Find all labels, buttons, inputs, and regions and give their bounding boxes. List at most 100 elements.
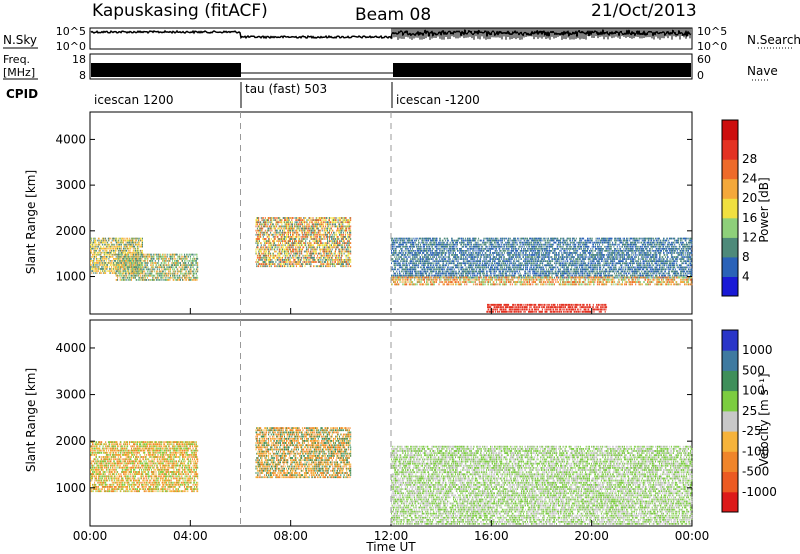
data-cell xyxy=(105,258,106,260)
data-cell xyxy=(142,246,143,248)
data-cell xyxy=(160,264,161,266)
data-cell xyxy=(122,268,123,270)
data-cell xyxy=(125,266,126,268)
data-cell xyxy=(97,240,98,242)
data-cell xyxy=(99,242,100,244)
data-cell xyxy=(152,264,153,266)
data-cell xyxy=(156,266,157,268)
data-cell xyxy=(145,277,146,279)
data-cell xyxy=(125,244,126,246)
data-cell xyxy=(139,242,140,244)
data-cell xyxy=(140,262,141,264)
data-cell xyxy=(154,268,155,270)
data-cell xyxy=(106,242,107,244)
data-cell xyxy=(116,271,117,273)
data-cell xyxy=(135,248,136,250)
data-cell xyxy=(124,277,125,279)
data-cell xyxy=(104,268,105,270)
data-cell xyxy=(158,264,159,266)
data-cell xyxy=(128,254,129,256)
data-cell xyxy=(100,272,101,274)
data-cell xyxy=(118,262,119,264)
data-cell xyxy=(128,256,129,258)
data-cell xyxy=(106,248,107,250)
data-cell xyxy=(97,258,98,260)
data-cell xyxy=(136,271,137,273)
data-cell xyxy=(137,250,138,252)
data-cell xyxy=(116,244,117,246)
data-cell xyxy=(107,246,108,248)
data-cell xyxy=(141,240,142,242)
data-cell xyxy=(134,266,135,268)
data-cell xyxy=(107,256,108,258)
data-cell xyxy=(126,275,127,277)
data-cell xyxy=(97,272,98,274)
data-cell xyxy=(116,273,117,275)
data-cell xyxy=(131,275,132,277)
data-cell xyxy=(120,244,121,246)
data-cell xyxy=(92,256,93,258)
data-cell xyxy=(136,256,137,258)
data-cell xyxy=(107,254,108,256)
data-cell xyxy=(122,266,123,268)
data-cell xyxy=(95,240,96,242)
data-cell xyxy=(133,258,134,260)
data-cell xyxy=(93,246,94,248)
data-cell xyxy=(137,238,138,240)
data-cell xyxy=(120,246,121,248)
data-cell xyxy=(107,266,108,268)
data-cell xyxy=(138,252,139,254)
data-cell xyxy=(144,273,145,275)
data-cell xyxy=(133,244,134,246)
data-cell xyxy=(113,250,114,252)
data-cell xyxy=(132,244,133,246)
data-cell xyxy=(146,279,147,281)
data-cell xyxy=(159,273,160,275)
nsky-tick-top: 10^5 xyxy=(56,25,86,38)
data-cell xyxy=(126,250,127,252)
data-cell xyxy=(101,252,102,254)
data-cell xyxy=(105,262,106,264)
data-cell xyxy=(105,250,106,252)
data-cell xyxy=(147,256,148,258)
data-cell xyxy=(108,248,109,250)
data-cell xyxy=(122,254,123,256)
data-cell xyxy=(154,279,155,281)
data-cell xyxy=(92,254,93,256)
data-cell xyxy=(144,254,145,256)
data-cell xyxy=(124,238,125,240)
data-cell xyxy=(133,254,134,256)
data-cell xyxy=(132,264,133,266)
data-cell xyxy=(122,271,123,273)
data-cell xyxy=(120,273,121,275)
data-cell xyxy=(107,248,108,250)
data-cell xyxy=(111,252,112,254)
data-cell xyxy=(113,240,114,242)
data-cell xyxy=(139,266,140,268)
data-cell xyxy=(142,268,143,270)
data-cell xyxy=(129,238,130,240)
data-cell xyxy=(118,268,119,270)
data-cell xyxy=(148,262,149,264)
freq-bar-segment-2 xyxy=(393,63,691,77)
data-cell xyxy=(141,238,142,240)
data-cell xyxy=(90,244,91,246)
data-cell xyxy=(136,275,137,277)
data-cell xyxy=(160,271,161,273)
data-cell xyxy=(127,242,128,244)
data-cell xyxy=(157,277,158,279)
data-cell xyxy=(146,273,147,275)
nsky-tick-bottom: 10^0 xyxy=(56,40,86,53)
data-cell xyxy=(111,242,112,244)
data-cell xyxy=(116,254,117,256)
data-cell xyxy=(138,260,139,262)
data-cell xyxy=(113,262,114,264)
data-cell xyxy=(151,275,152,277)
data-cell xyxy=(144,268,145,270)
data-cell xyxy=(154,256,155,258)
freq-bar-segment-1 xyxy=(91,63,241,77)
data-cell xyxy=(138,271,139,273)
data-cell xyxy=(132,277,133,279)
data-cell xyxy=(93,272,94,274)
data-cell xyxy=(99,240,100,242)
